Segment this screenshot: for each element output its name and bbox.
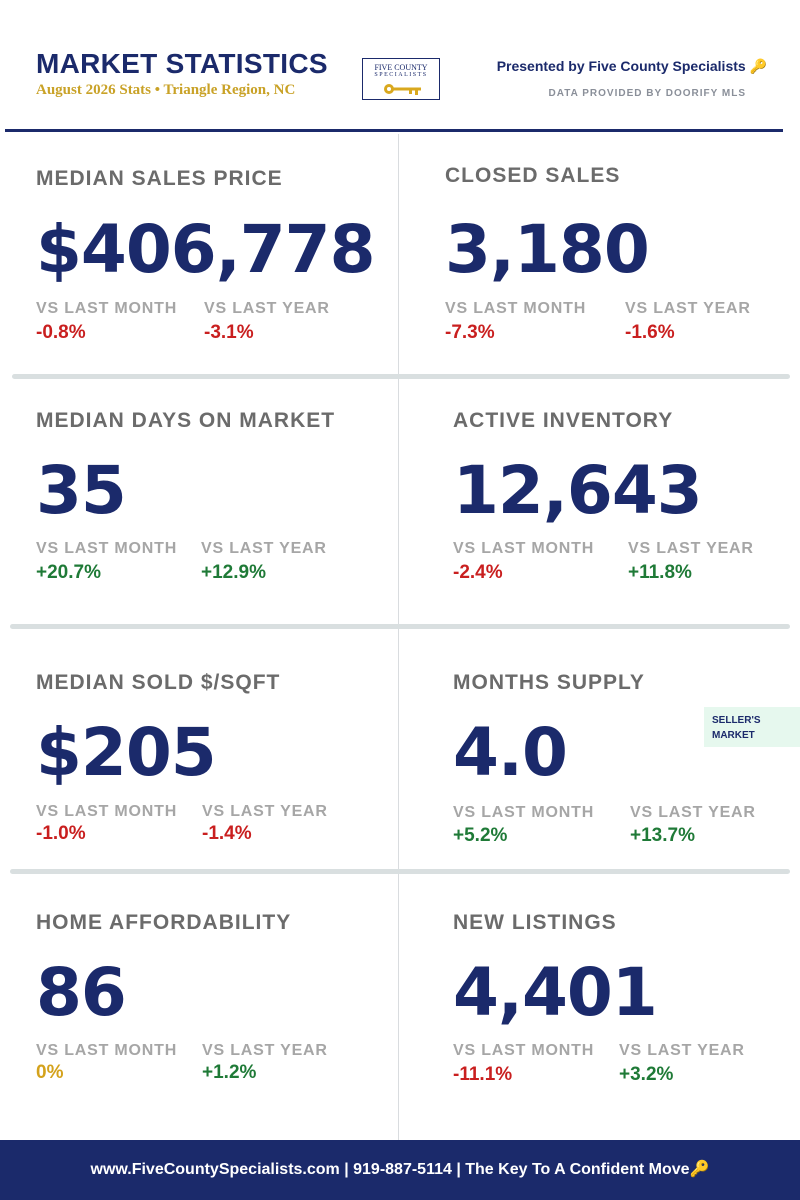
company-logo: FIVE COUNTY SPECIALISTS — [362, 58, 440, 100]
footer-bar: www.FiveCountySpecialists.com | 919-887-… — [0, 1140, 800, 1200]
vs-last-year-value: -3.1% — [204, 322, 254, 343]
vs-last-month-label: VS LAST MONTH — [36, 540, 178, 557]
stat-label: NEW LISTINGS — [453, 911, 617, 934]
presented-by: Presented by Five County Specialists 🔑 — [496, 58, 767, 74]
header-divider — [5, 129, 783, 132]
vs-last-year-label: VS LAST YEAR — [201, 540, 327, 557]
column-divider — [398, 134, 399, 1140]
vs-last-month-value: -2.4% — [453, 562, 503, 583]
vs-last-year-label: VS LAST YEAR — [619, 1042, 745, 1059]
vs-last-year-value: -1.4% — [202, 823, 252, 844]
vs-last-month-label: VS LAST MONTH — [453, 1042, 595, 1059]
vs-last-year-label: VS LAST YEAR — [202, 803, 328, 820]
vs-last-month-label: VS LAST MONTH — [445, 300, 587, 317]
stat-value: 35 — [36, 452, 127, 529]
stat-label: MEDIAN DAYS ON MARKET — [36, 409, 336, 432]
vs-last-year-label: VS LAST YEAR — [202, 1042, 328, 1059]
vs-last-month-value: -0.8% — [36, 322, 86, 343]
vs-last-year-value: +12.9% — [201, 562, 266, 583]
page-title: MARKET STATISTICS — [36, 48, 328, 79]
vs-last-month-label: VS LAST MONTH — [36, 300, 178, 317]
vs-last-month-label: VS LAST MONTH — [36, 803, 178, 820]
vs-last-month-value: 0% — [36, 1062, 64, 1083]
stat-value: 3,180 — [445, 211, 650, 288]
vs-last-month-value: -1.0% — [36, 823, 86, 844]
vs-last-year-value: +13.7% — [630, 825, 695, 846]
vs-last-year-value: +1.2% — [202, 1062, 257, 1083]
vs-last-year-label: VS LAST YEAR — [628, 540, 754, 557]
stat-label: HOME AFFORDABILITY — [36, 911, 292, 934]
page-subtitle: August 2026 Stats • Triangle Region, NC — [36, 82, 296, 98]
logo-text-line2: SPECIALISTS — [374, 72, 428, 78]
vs-last-month-label: VS LAST MONTH — [36, 1042, 178, 1059]
vs-last-year-label: VS LAST YEAR — [630, 804, 756, 821]
badge-line1: SELLER'S — [712, 715, 761, 726]
vs-last-month-label: VS LAST MONTH — [453, 804, 595, 821]
stat-value: $406,778 — [36, 211, 376, 288]
vs-last-month-value: +5.2% — [453, 825, 508, 846]
vs-last-month-value: +20.7% — [36, 562, 101, 583]
logo-text-line1: FIVE COUNTY — [374, 63, 428, 72]
badge-line2: MARKET — [712, 730, 755, 741]
stat-value: $205 — [36, 714, 217, 791]
vs-last-year-label: VS LAST YEAR — [625, 300, 751, 317]
vs-last-year-value: +11.8% — [628, 562, 692, 583]
row-divider — [12, 374, 790, 379]
row-divider — [10, 624, 790, 629]
stat-label: MONTHS SUPPLY — [453, 671, 645, 694]
stat-label: CLOSED SALES — [445, 164, 621, 187]
vs-last-year-label: VS LAST YEAR — [204, 300, 330, 317]
stat-value: 4.0 — [453, 714, 568, 791]
stat-label: ACTIVE INVENTORY — [453, 409, 674, 432]
header: MARKET STATISTICS August 2026 Stats • Tr… — [0, 0, 800, 132]
row-divider — [10, 869, 790, 874]
stat-value: 86 — [36, 954, 127, 1031]
stat-label: MEDIAN SOLD $/SQFT — [36, 671, 281, 694]
stat-label: MEDIAN SALES PRICE — [36, 167, 283, 190]
vs-last-month-value: -7.3% — [445, 322, 495, 343]
vs-last-year-value: +3.2% — [619, 1064, 674, 1085]
footer-contact-text: www.FiveCountySpecialists.com | 919-887-… — [90, 1161, 710, 1178]
key-icon — [384, 84, 421, 95]
stat-value: 12,643 — [453, 452, 703, 529]
vs-last-year-value: -1.6% — [625, 322, 675, 343]
data-source: DATA PROVIDED BY DOORIFY MLS — [548, 88, 746, 99]
stat-value: 4,401 — [453, 954, 658, 1031]
vs-last-month-value: -11.1% — [453, 1064, 513, 1085]
market-condition-badge: SELLER'S MARKET — [704, 707, 800, 747]
vs-last-month-label: VS LAST MONTH — [453, 540, 595, 557]
